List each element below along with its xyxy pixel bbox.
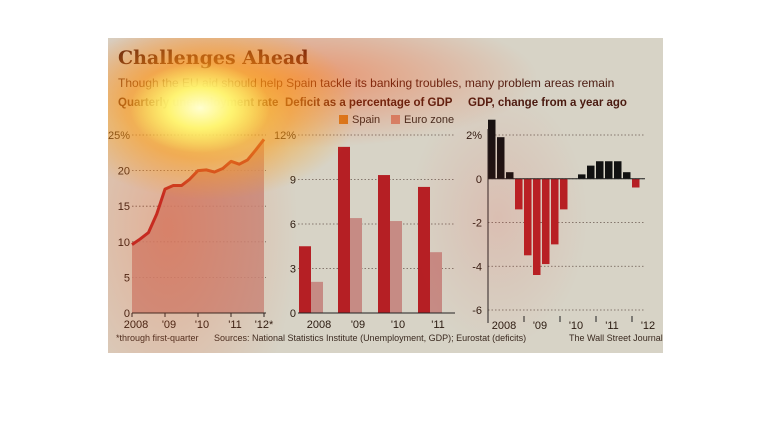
deficit-bar-spain [378,175,390,313]
deficit-y-tick-label: 12% [274,130,296,142]
gdp-x-tick-label: '09 [533,320,547,332]
unemployment-x-tick-label: '11 [228,319,242,331]
unemployment-x-tick-label: '09 [162,319,176,331]
gdp-x-tick-label: '10 [569,320,583,332]
gdp-bar [506,172,514,179]
gdp-bar [560,178,568,210]
deficit-bar-spain [338,146,350,313]
gdp-bar [596,161,604,179]
gdp-y-tick-label: -2 [472,218,482,230]
sources-note: Sources: National Statistics Institute (… [214,333,527,343]
deficit-bar-eurozone [350,218,362,313]
unemployment-y-tick-label: 5 [124,272,130,284]
unemployment-y-tick-label: 25% [108,130,130,142]
gdp-y-tick-label: 2% [466,130,482,142]
gdp-bar [578,174,586,179]
gdp-y-tick-label: -6 [472,305,482,317]
gdp-bar [497,137,505,179]
gdp-bar [587,165,595,179]
deficit-bar-eurozone [430,252,442,313]
gdp-x-tick-label: '12 [641,320,655,332]
gdp-bar [614,161,622,179]
gdp-bar [488,119,496,179]
deficit-x-tick-label: '10 [391,319,405,331]
gdp-bar [551,178,559,245]
gdp-bar [515,178,523,210]
chart-panel: Challenges Ahead Though the EU aid shoul… [108,38,663,353]
footnote: *through first-quarter [116,333,199,343]
unemployment-y-tick-label: 10 [118,237,130,249]
unemployment-chart: 0 5 10 15 20 25% 2008 '09 '10 '11 '12* 0 3 6 9 12% 2008 '… [108,119,655,332]
gdp-bar [632,178,640,188]
deficit-bar-eurozone [390,221,402,313]
unemployment-y-tick-label: 20 [118,166,130,178]
gdp-bar [605,161,613,179]
deficit-x-tick-label: '11 [431,319,445,331]
deficit-bar-eurozone [311,281,323,313]
gdp-bar [623,172,631,179]
gdp-y-tick-label: 0 [476,174,482,186]
deficit-y-tick-label: 6 [290,219,296,231]
credit-note: The Wall Street Journal [569,333,663,343]
deficit-x-tick-label: '09 [351,319,365,331]
gdp-bar [533,178,541,275]
unemployment-x-tick-label: '12* [255,319,274,331]
gdp-y-tick-label: -4 [472,261,482,273]
gdp-x-tick-label: 2008 [492,320,516,332]
unemployment-y-tick-label: 15 [118,201,130,213]
gdp-bar [524,178,532,256]
deficit-y-tick-label: 0 [290,308,296,320]
deficit-y-tick-label: 9 [290,175,296,187]
gdp-x-tick-label: '11 [605,320,619,332]
unemployment-x-tick-label: 2008 [124,319,148,331]
gdp-bar [542,178,550,265]
deficit-bar-spain [418,186,430,313]
deficit-x-tick-label: 2008 [307,319,331,331]
deficit-bar-spain [299,246,311,313]
deficit-y-tick-label: 3 [290,264,296,276]
unemployment-x-tick-label: '10 [195,319,209,331]
